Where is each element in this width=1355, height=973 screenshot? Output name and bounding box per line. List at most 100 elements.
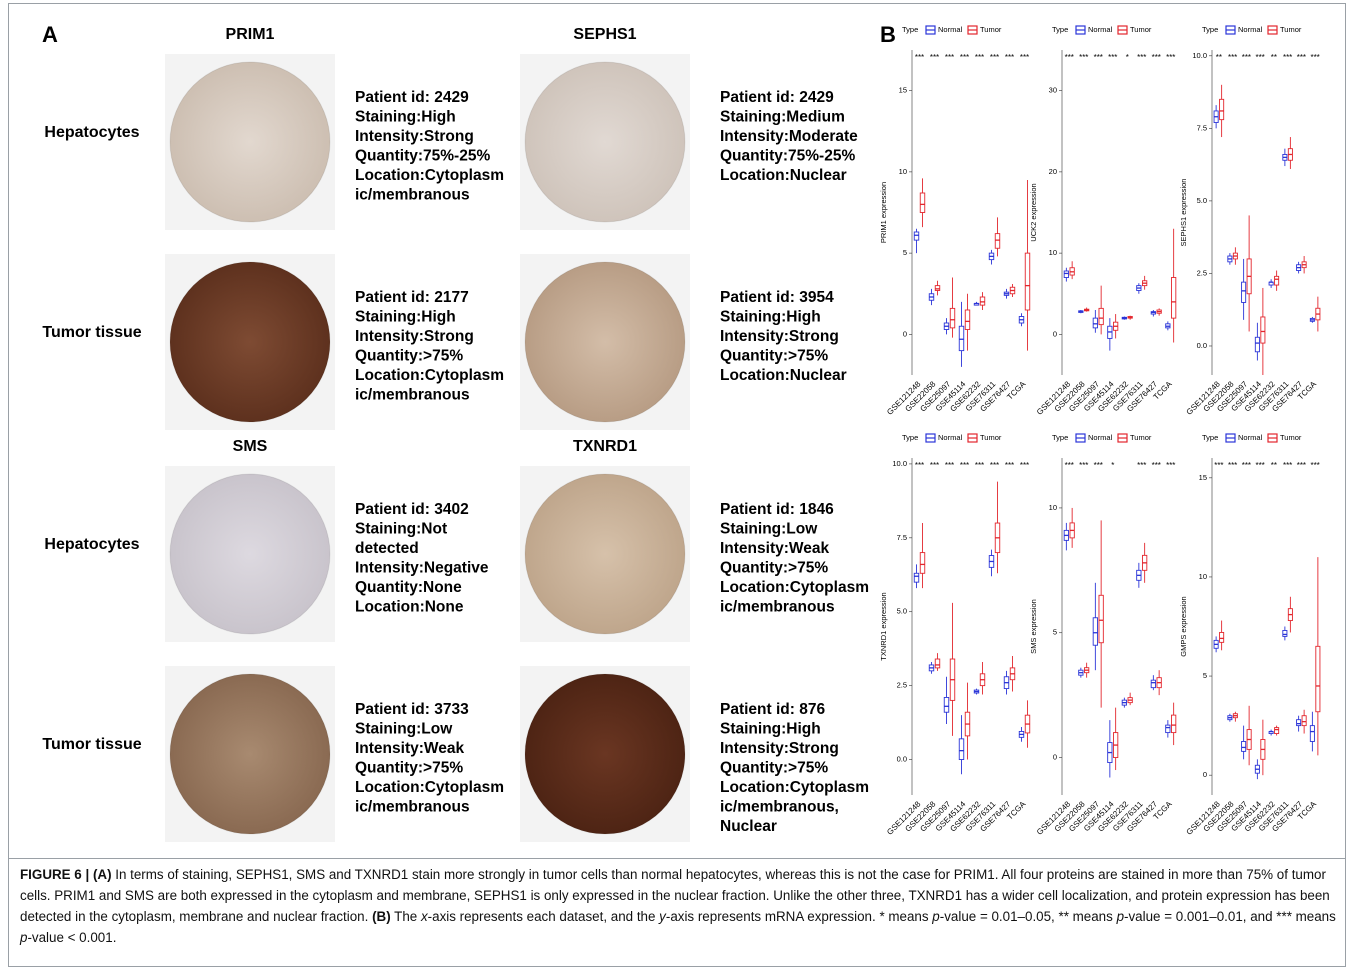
gene-title: SEPHS1	[573, 26, 636, 43]
significance-label: ***	[1152, 461, 1161, 470]
patient-info: Staining:High	[355, 309, 456, 326]
box	[964, 309, 971, 330]
y-tick-label: 0	[1203, 770, 1207, 779]
box	[1274, 275, 1280, 286]
significance-label: *	[1111, 461, 1114, 470]
patient-info: Quantity:>75%	[720, 560, 828, 577]
significance-label: ***	[1297, 461, 1306, 470]
tissue-core	[169, 473, 331, 635]
tissue-core	[169, 61, 331, 223]
box	[1092, 617, 1098, 646]
box	[1301, 715, 1307, 727]
y-tick-label: 5.0	[897, 607, 907, 616]
patient-info: Staining:Low	[720, 521, 818, 538]
box	[1098, 594, 1104, 644]
legend-label: Normal	[1238, 433, 1263, 442]
patient-info: Staining:High	[720, 721, 821, 738]
y-tick-label: 5.0	[1197, 196, 1207, 205]
caption-text: p	[20, 930, 28, 945]
caption-text: -value = 0.01–0.05, ** means	[939, 909, 1117, 924]
patient-info: Location:None	[355, 599, 464, 616]
box	[919, 552, 926, 574]
box	[1165, 724, 1171, 734]
legend-label: Tumor	[1130, 25, 1152, 34]
box	[1150, 679, 1156, 689]
patient-info: ic/membranous	[355, 799, 470, 816]
legend-label: Tumor	[980, 433, 1002, 442]
significance-label: ***	[1094, 461, 1103, 470]
significance-label: ***	[1079, 53, 1088, 62]
caption: FIGURE 6 | (A) In terms of staining, SEP…	[20, 864, 1338, 948]
box	[1274, 727, 1280, 734]
y-tick-label: 5	[1053, 628, 1057, 637]
row-label: Hepatocytes	[44, 124, 139, 141]
patient-info: Quantity:>75%	[355, 348, 463, 365]
significance-label: ***	[930, 461, 939, 470]
patient-info: Quantity:>75%	[720, 348, 828, 365]
legend-label: Normal	[1238, 25, 1263, 34]
significance-label: ***	[945, 461, 954, 470]
box	[943, 696, 950, 713]
y-tick-label: 15	[1199, 473, 1207, 482]
significance-label: ***	[1005, 461, 1014, 470]
box	[958, 325, 965, 352]
row-label: Tumor tissue	[42, 736, 141, 753]
box	[1296, 719, 1302, 727]
y-axis-title: SMS expression	[1029, 599, 1038, 654]
significance-label: ***	[1228, 53, 1237, 62]
significance-label: ***	[915, 461, 924, 470]
box	[1254, 336, 1260, 353]
caption-text: The	[390, 909, 421, 924]
legend-label: Tumor	[1280, 25, 1302, 34]
patient-info: ic/membranous	[355, 187, 470, 204]
box	[1219, 631, 1225, 643]
y-axis-title: UCK2 expression	[1029, 183, 1038, 241]
significance-label: **	[1271, 461, 1277, 470]
significance-label: **	[1216, 53, 1222, 62]
significance-label: ***	[1228, 461, 1237, 470]
significance-label: ***	[1065, 461, 1074, 470]
patient-info: Intensity:Strong	[720, 740, 839, 757]
patient-info: Staining:Medium	[720, 109, 845, 126]
row-label: Hepatocytes	[44, 536, 139, 553]
legend-title: Type	[902, 433, 918, 442]
panel-label: B	[880, 22, 896, 47]
significance-label: ***	[990, 461, 999, 470]
patient-info: Staining:High	[720, 309, 821, 326]
legend-label: Tumor	[1280, 433, 1302, 442]
box	[1098, 307, 1104, 326]
box	[979, 296, 986, 306]
y-tick-label: 5	[1203, 671, 1207, 680]
significance-label: ***	[1297, 53, 1306, 62]
patient-info: Staining:Not	[355, 521, 447, 538]
box	[1241, 281, 1247, 303]
figure: A B Hepatocytes Tumor tissue PRIM1 Patient …	[42, 22, 1321, 842]
legend-label: Normal	[1088, 433, 1113, 442]
y-tick-label: 20	[1049, 167, 1057, 176]
patient-info: Intensity:Weak	[720, 540, 829, 557]
patient-info: Patient id: 3733	[355, 701, 469, 718]
tissue-core	[524, 61, 686, 223]
tissue-core	[524, 673, 686, 835]
significance-label: ***	[1255, 461, 1264, 470]
tissue-core	[524, 473, 686, 635]
caption-text: (B)	[372, 909, 391, 924]
patient-info: Patient id: 876	[720, 701, 825, 718]
patient-info: Intensity:Strong	[720, 328, 839, 345]
caption-text: -value < 0.001.	[27, 930, 117, 945]
patient-info: Staining:Low	[355, 721, 453, 738]
box	[1260, 316, 1266, 344]
patient-info: ic/membranous	[355, 387, 470, 404]
tissue-core	[169, 673, 331, 835]
box	[994, 233, 1001, 249]
significance-label: ***	[1166, 461, 1175, 470]
box	[1092, 317, 1098, 329]
legend-title: Type	[1202, 433, 1218, 442]
significance-label: ***	[915, 53, 924, 62]
y-tick-label: 30	[1049, 86, 1057, 95]
box	[949, 307, 956, 329]
significance-label: ***	[1137, 461, 1146, 470]
patient-info: Intensity:Negative	[355, 560, 489, 577]
y-tick-label: 0.0	[1197, 341, 1207, 350]
caption-text: In terms of staining, SEPHS1, SMS and TX…	[20, 867, 1330, 924]
